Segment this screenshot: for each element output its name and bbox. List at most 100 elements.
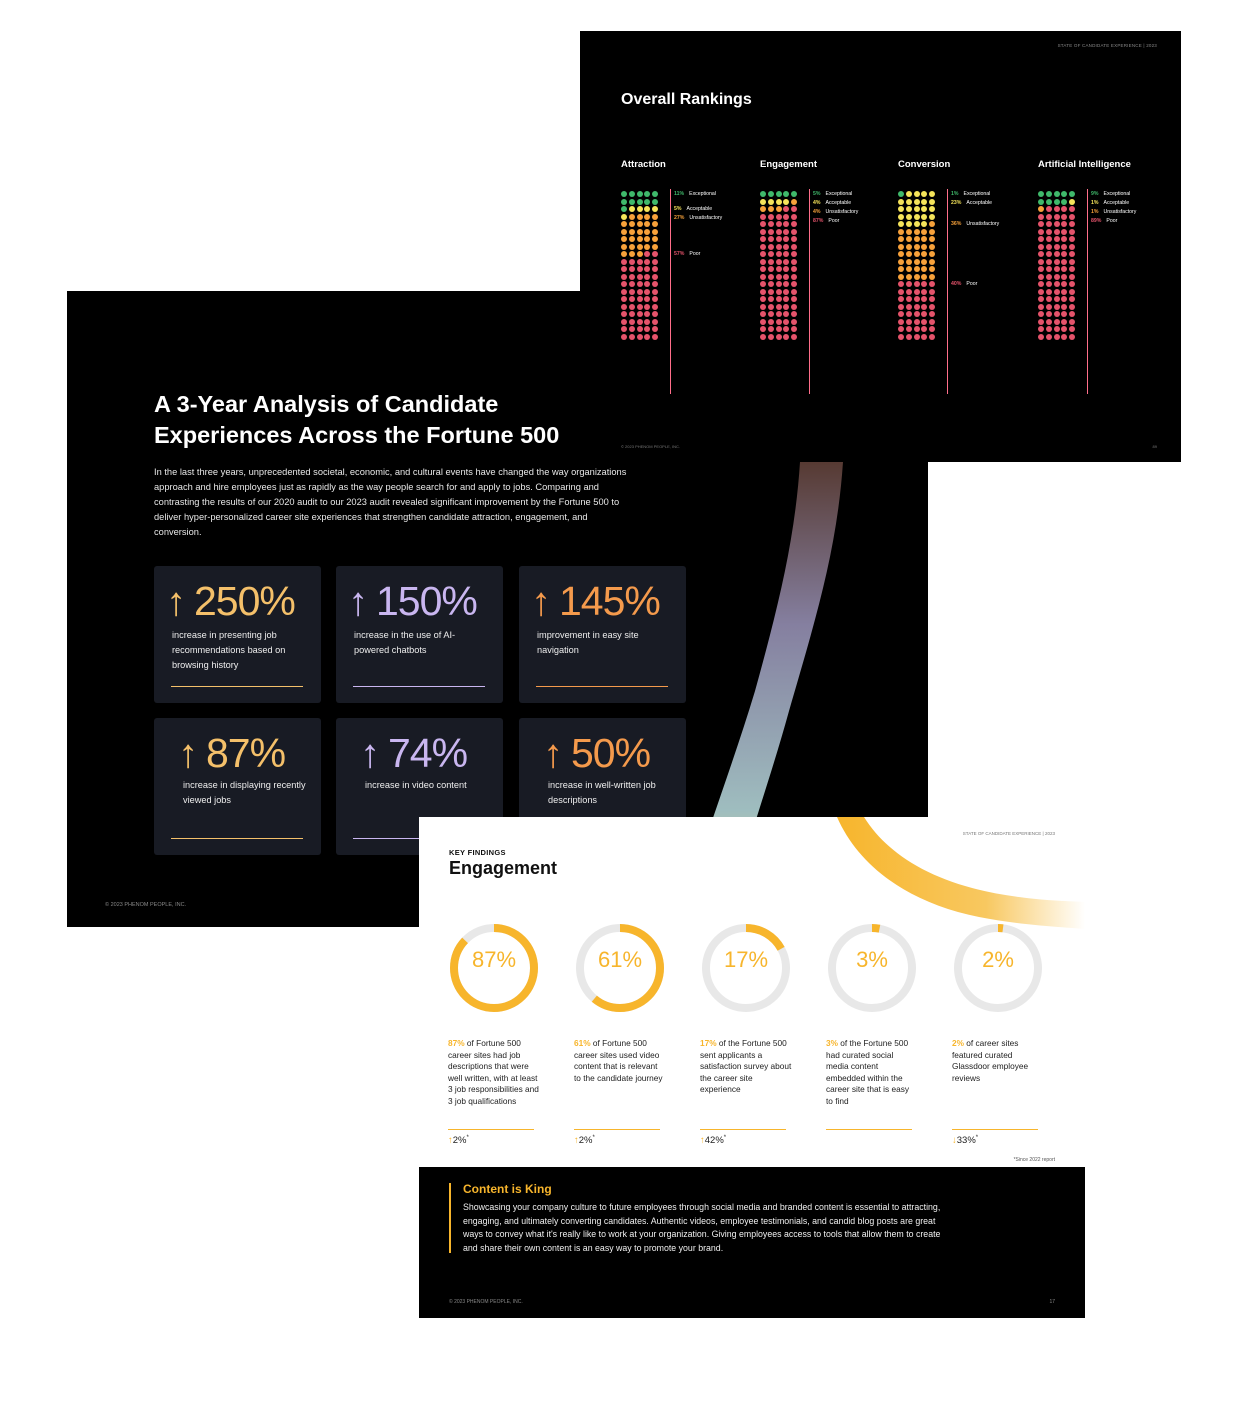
rank-dot-unsatisfactory — [760, 206, 766, 212]
rank-dot-unsatisfactory — [628, 251, 635, 257]
rank-dot-exceptional — [652, 191, 659, 197]
change-footnote-mark: * — [592, 1135, 595, 1141]
rank-dot-poor — [783, 228, 790, 235]
rank-dot-poor — [913, 333, 920, 340]
rank-dot-poor — [1053, 251, 1060, 257]
rank-dot-acceptable — [636, 206, 643, 212]
rank-dot-poor — [791, 318, 798, 325]
analysis-footer: © 2023 PHENOM PEOPLE, INC. — [105, 902, 187, 908]
rank-dot-poor — [913, 303, 920, 310]
rank-dot-poor — [913, 296, 920, 302]
rank-dot-poor — [775, 311, 782, 317]
rank-dot-poor — [760, 281, 766, 287]
analysis-title: A 3-Year Analysis of Candidate Experienc… — [154, 389, 559, 451]
rank-dot-poor — [913, 326, 920, 332]
rank-dot-unsatisfactory — [636, 251, 643, 257]
rank-dot-exceptional — [1061, 191, 1068, 197]
rank-dot-poor — [1061, 258, 1068, 265]
stat-value: 87% — [206, 730, 286, 776]
rank-dot-poor — [1045, 258, 1052, 265]
donut-chart — [954, 924, 1042, 1012]
rank-dot-unsatisfactory — [921, 228, 928, 235]
rank-dot-poor — [1053, 281, 1060, 287]
rank-dot-poor — [1069, 206, 1076, 212]
rank-dot-acceptable — [905, 213, 912, 220]
rank-dot-unsatisfactory — [791, 198, 798, 205]
rank-dot-poor — [1045, 326, 1052, 332]
rank-dot-poor — [1069, 258, 1076, 265]
rankings-page: STATE OF CANDIDATE EXPERIENCE | 2023 Ove… — [580, 31, 1181, 462]
rank-dot-exceptional — [636, 198, 643, 205]
rank-dot-poor — [791, 288, 798, 295]
rank-dot-unsatisfactory — [898, 266, 904, 272]
rank-dot-unsatisfactory — [621, 228, 627, 235]
rank-dot-poor — [628, 258, 635, 265]
ranking-label: 1% Exceptional — [951, 191, 990, 197]
rank-dot-unsatisfactory — [636, 228, 643, 235]
rank-dot-poor — [767, 266, 774, 272]
rank-dot-poor — [913, 281, 920, 287]
rank-dot-poor — [1038, 303, 1044, 310]
rank-dot-unsatisfactory — [621, 236, 627, 242]
change-value: 2% — [452, 1135, 467, 1147]
engagement-title: Engagement — [449, 858, 558, 878]
rank-dot-poor — [644, 333, 651, 340]
rank-dot-acceptable — [898, 213, 904, 220]
rank-dot-poor — [1038, 296, 1044, 302]
rank-dot-poor — [760, 288, 766, 295]
rank-dot-unsatisfactory — [628, 243, 635, 250]
rank-dot-poor — [1053, 243, 1060, 250]
rank-dot-unsatisfactory — [644, 243, 651, 250]
rank-dot-poor — [767, 296, 774, 302]
engagement-footer: © 2023 PHENOM PEOPLE, INC. — [449, 1299, 523, 1305]
rank-dot-exceptional — [1038, 198, 1044, 205]
description-highlight: 17% — [700, 1038, 717, 1048]
ranking-column: Attraction 11% Exceptional 5% Acceptable 27% U… — [621, 159, 761, 399]
rank-dot-poor — [767, 318, 774, 325]
analysis-intro: In the last three years, unprecedented s… — [154, 467, 627, 537]
engagement-page: STATE OF CANDIDATE EXPERIENCE | 2023 KEY… — [419, 817, 1085, 1318]
rank-dot-exceptional — [1045, 191, 1052, 197]
rank-dot-acceptable — [921, 206, 928, 212]
rank-dot-poor — [621, 318, 627, 325]
ranking-label: 5% Acceptable — [674, 206, 712, 212]
rank-dot-unsatisfactory — [929, 221, 936, 227]
rank-dot-exceptional — [1038, 191, 1044, 197]
change-footnote-mark: * — [975, 1135, 979, 1141]
rank-dot-acceptable — [929, 213, 936, 220]
rank-dot-poor — [767, 213, 774, 220]
rank-dot-poor — [760, 333, 766, 340]
rank-dot-unsatisfactory — [921, 236, 928, 242]
rank-dot-poor — [652, 311, 659, 317]
rank-dot-poor — [929, 333, 936, 340]
rank-dot-unsatisfactory — [913, 266, 920, 272]
rank-dot-poor — [644, 288, 651, 295]
ranking-label-text: Poor — [966, 281, 978, 287]
rank-dot-unsatisfactory — [636, 213, 643, 220]
rank-dot-unsatisfactory — [929, 251, 936, 257]
rank-dot-poor — [760, 266, 766, 272]
ranking-label: 1% Acceptable — [1091, 200, 1129, 206]
donut-percent: 3% — [856, 947, 888, 972]
rank-dot-exceptional — [621, 206, 627, 212]
rank-dot-poor — [1045, 318, 1052, 325]
rankings-page-number: 89 — [1152, 444, 1157, 449]
description-text: of Fortune 500 career sites had job desc… — [448, 1038, 539, 1106]
rank-dot-poor — [783, 266, 790, 272]
rank-dot-poor — [1069, 288, 1076, 295]
stat-description: increase in well-written job description… — [548, 780, 656, 805]
rank-dot-poor — [644, 251, 651, 257]
rank-dot-poor — [775, 281, 782, 287]
stat-card: ↑ 150% increase in the use of AI-powered c… — [336, 566, 503, 703]
rank-dot-poor — [628, 318, 635, 325]
rank-dot-acceptable — [767, 198, 774, 205]
rank-dot-poor — [783, 221, 790, 227]
rank-dot-poor — [1061, 326, 1068, 332]
rank-dot-poor — [791, 311, 798, 317]
rank-dot-poor — [1061, 333, 1068, 340]
rank-dot-acceptable — [921, 191, 928, 197]
rank-dot-poor — [767, 273, 774, 280]
rank-dot-poor — [1053, 303, 1060, 310]
donut-divider — [952, 1129, 1038, 1130]
rank-dot-poor — [1069, 266, 1076, 272]
